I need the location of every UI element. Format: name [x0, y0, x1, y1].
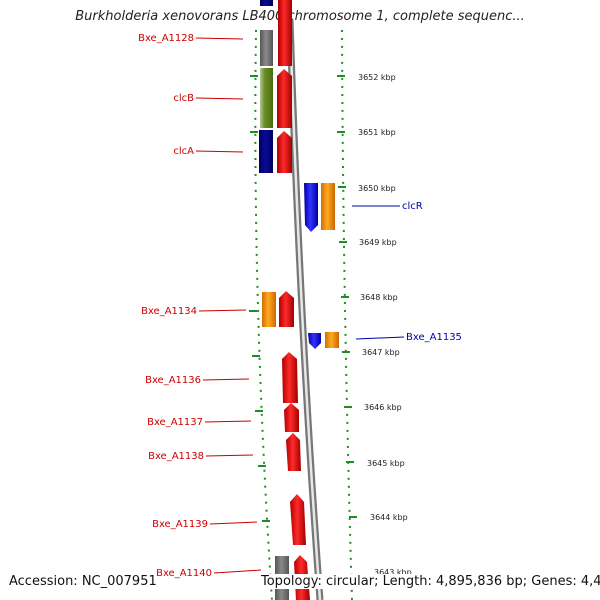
gene-arrow-clcA[interactable] — [277, 131, 292, 173]
gene-label-Bxe_A1136[interactable]: Bxe_A1136 — [145, 375, 201, 386]
gene-label-clcA[interactable]: clcA — [173, 146, 194, 157]
scale-label-3643: 3643 kbp — [374, 568, 412, 577]
gene-label-Bxe_A1128[interactable]: Bxe_A1128 — [138, 33, 194, 44]
gene-arrow-clcB[interactable] — [277, 69, 292, 128]
map-title: Burkholderia xenovorans LB400 chromosome… — [75, 9, 525, 24]
scale-label-3650: 3650 kbp — [358, 184, 396, 193]
gene-arrow-Bxe_A1135[interactable] — [308, 333, 321, 349]
genome-summary-text: Topology: circular; Length: 4,895,836 bp… — [261, 574, 600, 589]
gene-arrow-Bxe_A1134[interactable] — [279, 291, 294, 327]
gene-block-clcR[interactable] — [321, 183, 335, 230]
outer-guide-line — [341, 29, 353, 600]
gene-label-clcR[interactable]: clcR — [402, 201, 423, 212]
scale-label-3651: 3651 kbp — [358, 128, 396, 137]
gene-label-Bxe_A1135[interactable]: Bxe_A1135 — [406, 332, 462, 343]
scale-label-3649: 3649 kbp — [359, 238, 397, 247]
gene-label-Bxe_A1134[interactable]: Bxe_A1134 — [141, 306, 197, 317]
gene-arrow-Bxe_A1139[interactable] — [290, 494, 306, 545]
scale-ticks — [249, 75, 357, 522]
gene-arrow-Bxe_A1137[interactable] — [284, 403, 299, 432]
accession-text: Accession: NC_007951 — [9, 574, 157, 589]
gene-block-Bxe_A1128[interactable] — [260, 30, 273, 66]
scale-label-3647: 3647 kbp — [362, 348, 400, 357]
label-leader-lines — [195, 37, 405, 574]
scale-label-3652: 3652 kbp — [358, 73, 396, 82]
gene-block-clcA[interactable] — [259, 130, 273, 173]
gene-arrow-Bxe_A1136[interactable] — [282, 352, 298, 403]
gene-label-Bxe_A1140[interactable]: Bxe_A1140 — [156, 568, 212, 579]
chromosome-backbone-highlight — [288, 19, 322, 600]
gene-label-clcB[interactable]: clcB — [173, 93, 194, 104]
scale-label-3644: 3644 kbp — [370, 513, 408, 522]
scale-label-3646: 3646 kbp — [364, 403, 402, 412]
gene-label-Bxe_A1138[interactable]: Bxe_A1138 — [148, 451, 204, 462]
gene-label-Bxe_A1139[interactable]: Bxe_A1139 — [152, 519, 208, 530]
scale-label-3648: 3648 kbp — [360, 293, 398, 302]
gene-block-grey-top[interactable] — [260, 0, 273, 6]
gene-label-Bxe_A1137[interactable]: Bxe_A1137 — [147, 417, 203, 428]
gene-arrow-top[interactable] — [278, 0, 292, 66]
gene-arrow-clcR[interactable] — [304, 183, 318, 232]
gene-block-Bxe_A1134[interactable] — [262, 292, 276, 327]
gene-arrow-Bxe_A1138[interactable] — [286, 433, 301, 471]
scale-label-3645: 3645 kbp — [367, 459, 405, 468]
gene-block-Bxe_A1135[interactable] — [325, 332, 339, 348]
gene-block-clcB[interactable] — [260, 68, 273, 128]
